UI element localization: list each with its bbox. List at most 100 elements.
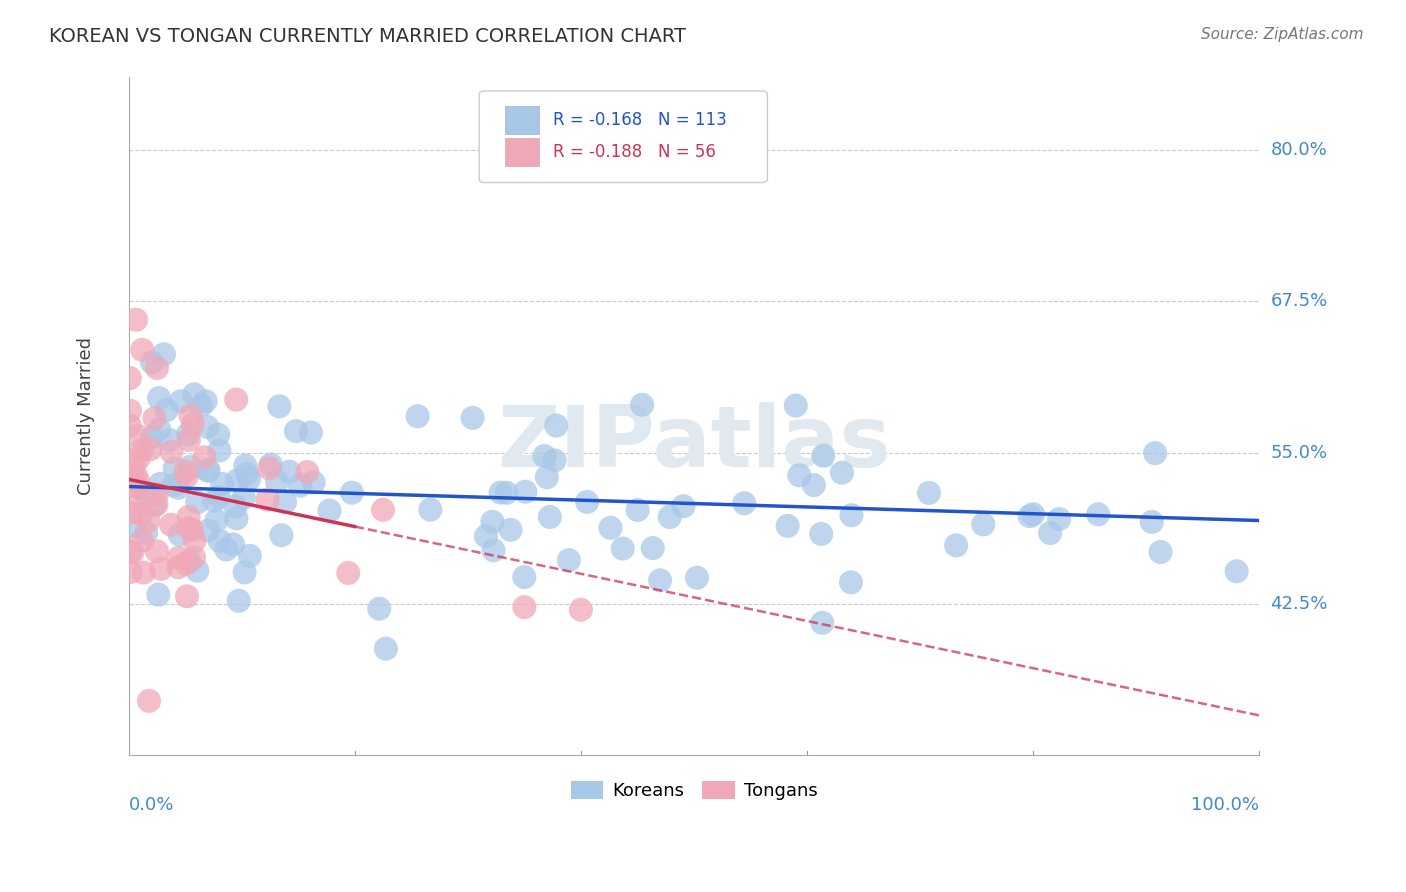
Point (1149, 545, 1171, 559)
Text: ZIPatlas: ZIPatlas (498, 402, 891, 485)
Point (138, 694, 160, 708)
Point (803, 478, 825, 492)
Text: N = 56: N = 56 (658, 143, 716, 161)
Point (143, 499, 166, 513)
Point (208, 490, 231, 504)
Point (232, 491, 254, 505)
Text: 80.0%: 80.0% (1271, 141, 1327, 159)
Point (118, 371, 141, 385)
Point (156, 403, 179, 417)
Point (122, 458, 145, 472)
Point (167, 481, 190, 495)
Point (318, 503, 340, 517)
Point (141, 430, 163, 444)
Point (148, 391, 170, 405)
Point (599, 521, 621, 535)
Point (170, 394, 193, 409)
Point (150, 562, 173, 576)
Point (612, 541, 634, 556)
Point (135, 488, 157, 502)
Point (302, 475, 325, 490)
Point (118, 506, 141, 520)
Point (208, 533, 231, 548)
Point (406, 409, 429, 424)
Point (131, 494, 153, 508)
Text: Source: ZipAtlas.com: Source: ZipAtlas.com (1201, 27, 1364, 42)
Point (648, 574, 671, 588)
Point (270, 528, 292, 542)
Point (183, 533, 205, 548)
Point (194, 394, 217, 409)
Point (181, 417, 204, 432)
Point (266, 475, 288, 489)
Point (132, 566, 155, 580)
Point (176, 590, 198, 604)
Point (146, 487, 169, 501)
Point (143, 411, 166, 425)
Point (233, 566, 256, 580)
Text: 42.5%: 42.5% (1271, 595, 1327, 613)
Point (831, 466, 853, 480)
Point (288, 478, 311, 492)
Point (145, 498, 167, 512)
Point (785, 399, 807, 413)
Point (222, 537, 245, 551)
Point (179, 409, 201, 423)
Point (810, 527, 832, 541)
Point (269, 400, 291, 414)
Point (121, 545, 143, 559)
Point (543, 453, 565, 467)
Bar (505, 106, 538, 135)
Point (127, 428, 149, 442)
Point (841, 508, 863, 523)
Point (256, 492, 278, 507)
Point (149, 477, 172, 491)
Point (167, 560, 190, 574)
Point (127, 481, 149, 495)
Point (371, 503, 394, 517)
Point (546, 418, 568, 433)
Point (179, 459, 201, 474)
Point (207, 427, 229, 442)
Point (195, 420, 218, 434)
Point (536, 470, 558, 484)
Point (489, 485, 512, 500)
Point (631, 398, 654, 412)
Point (538, 510, 561, 524)
Point (177, 427, 200, 442)
Text: R = -0.168: R = -0.168 (553, 112, 643, 129)
Point (475, 529, 498, 543)
Point (160, 445, 183, 459)
Point (233, 458, 256, 473)
Point (499, 523, 522, 537)
Point (197, 463, 219, 477)
Point (177, 521, 200, 535)
Bar (505, 137, 538, 166)
Point (1018, 509, 1040, 524)
Point (120, 565, 142, 579)
Point (131, 533, 153, 548)
Point (789, 468, 811, 483)
Point (139, 442, 162, 457)
Point (1022, 508, 1045, 522)
Point (368, 601, 391, 615)
Point (576, 495, 599, 509)
Point (174, 557, 197, 571)
Point (1039, 526, 1062, 541)
Text: N = 113: N = 113 (658, 112, 727, 129)
Point (160, 517, 183, 532)
Point (127, 451, 149, 466)
Point (482, 543, 505, 558)
Point (513, 600, 536, 615)
Point (193, 450, 215, 465)
Point (813, 449, 835, 463)
Point (202, 493, 225, 508)
Point (157, 433, 180, 447)
Point (183, 550, 205, 565)
Point (515, 484, 537, 499)
Point (1087, 508, 1109, 522)
Point (186, 564, 208, 578)
Point (118, 403, 141, 417)
Point (533, 449, 555, 463)
Text: R = -0.188: R = -0.188 (553, 143, 643, 161)
